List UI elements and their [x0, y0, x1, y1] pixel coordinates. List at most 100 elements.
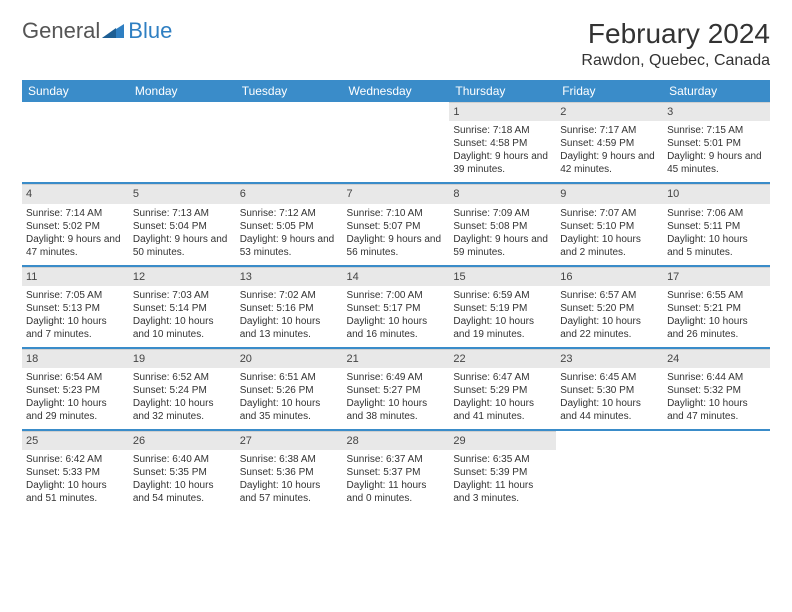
day-content: Sunrise: 7:15 AMSunset: 5:01 PMDaylight:… [663, 121, 770, 182]
weekday-header: Saturday [663, 80, 770, 102]
calendar-day-cell [343, 102, 450, 183]
daylight-text: Daylight: 9 hours and 39 minutes. [453, 150, 552, 176]
calendar-week-row: 18Sunrise: 6:54 AMSunset: 5:23 PMDayligh… [22, 348, 770, 430]
day-content: Sunrise: 6:38 AMSunset: 5:36 PMDaylight:… [236, 450, 343, 511]
calendar-day-cell [236, 102, 343, 183]
sunset-text: Sunset: 5:07 PM [347, 220, 446, 233]
sunrise-text: Sunrise: 6:37 AM [347, 453, 446, 466]
sunset-text: Sunset: 5:26 PM [240, 384, 339, 397]
sunrise-text: Sunrise: 6:45 AM [560, 371, 659, 384]
sunset-text: Sunset: 4:59 PM [560, 137, 659, 150]
calendar-day-cell: 13Sunrise: 7:02 AMSunset: 5:16 PMDayligh… [236, 266, 343, 348]
calendar-day-cell: 29Sunrise: 6:35 AMSunset: 5:39 PMDayligh… [449, 430, 556, 511]
sunrise-text: Sunrise: 7:14 AM [26, 207, 125, 220]
day-number: 15 [449, 267, 556, 286]
logo-triangle-icon [102, 22, 126, 40]
calendar-week-row: 1Sunrise: 7:18 AMSunset: 4:58 PMDaylight… [22, 102, 770, 183]
day-number: 10 [663, 184, 770, 203]
sunrise-text: Sunrise: 6:55 AM [667, 289, 766, 302]
sunrise-text: Sunrise: 6:57 AM [560, 289, 659, 302]
day-number: 26 [129, 431, 236, 450]
calendar-day-cell: 19Sunrise: 6:52 AMSunset: 5:24 PMDayligh… [129, 348, 236, 430]
daylight-text: Daylight: 10 hours and 44 minutes. [560, 397, 659, 423]
calendar-body: 1Sunrise: 7:18 AMSunset: 4:58 PMDaylight… [22, 102, 770, 511]
day-number: 21 [343, 349, 450, 368]
day-number: 5 [129, 184, 236, 203]
weekday-header: Wednesday [343, 80, 450, 102]
daylight-text: Daylight: 10 hours and 19 minutes. [453, 315, 552, 341]
daylight-text: Daylight: 10 hours and 10 minutes. [133, 315, 232, 341]
day-content: Sunrise: 6:55 AMSunset: 5:21 PMDaylight:… [663, 286, 770, 347]
sunset-text: Sunset: 5:17 PM [347, 302, 446, 315]
sunset-text: Sunset: 5:04 PM [133, 220, 232, 233]
calendar-day-cell: 22Sunrise: 6:47 AMSunset: 5:29 PMDayligh… [449, 348, 556, 430]
calendar-table: Sunday Monday Tuesday Wednesday Thursday… [22, 80, 770, 511]
day-content: Sunrise: 6:54 AMSunset: 5:23 PMDaylight:… [22, 368, 129, 429]
sunrise-text: Sunrise: 7:07 AM [560, 207, 659, 220]
sunrise-text: Sunrise: 6:42 AM [26, 453, 125, 466]
day-number: 11 [22, 267, 129, 286]
day-content: Sunrise: 6:35 AMSunset: 5:39 PMDaylight:… [449, 450, 556, 511]
weekday-header: Sunday [22, 80, 129, 102]
daylight-text: Daylight: 9 hours and 45 minutes. [667, 150, 766, 176]
day-content: Sunrise: 6:59 AMSunset: 5:19 PMDaylight:… [449, 286, 556, 347]
calendar-day-cell: 1Sunrise: 7:18 AMSunset: 4:58 PMDaylight… [449, 102, 556, 183]
sunset-text: Sunset: 5:13 PM [26, 302, 125, 315]
day-number: 20 [236, 349, 343, 368]
calendar-day-cell: 8Sunrise: 7:09 AMSunset: 5:08 PMDaylight… [449, 183, 556, 265]
daylight-text: Daylight: 9 hours and 59 minutes. [453, 233, 552, 259]
calendar-day-cell: 4Sunrise: 7:14 AMSunset: 5:02 PMDaylight… [22, 183, 129, 265]
day-number: 19 [129, 349, 236, 368]
day-number: 14 [343, 267, 450, 286]
daylight-text: Daylight: 11 hours and 3 minutes. [453, 479, 552, 505]
weekday-header: Thursday [449, 80, 556, 102]
day-number: 8 [449, 184, 556, 203]
weekday-header: Monday [129, 80, 236, 102]
sunset-text: Sunset: 5:01 PM [667, 137, 766, 150]
calendar-day-cell: 12Sunrise: 7:03 AMSunset: 5:14 PMDayligh… [129, 266, 236, 348]
day-content: Sunrise: 6:52 AMSunset: 5:24 PMDaylight:… [129, 368, 236, 429]
day-content: Sunrise: 6:57 AMSunset: 5:20 PMDaylight:… [556, 286, 663, 347]
sunset-text: Sunset: 5:39 PM [453, 466, 552, 479]
day-content: Sunrise: 7:10 AMSunset: 5:07 PMDaylight:… [343, 204, 450, 265]
sunrise-text: Sunrise: 6:49 AM [347, 371, 446, 384]
day-content: Sunrise: 6:45 AMSunset: 5:30 PMDaylight:… [556, 368, 663, 429]
sunset-text: Sunset: 5:37 PM [347, 466, 446, 479]
day-number: 27 [236, 431, 343, 450]
day-number: 24 [663, 349, 770, 368]
daylight-text: Daylight: 10 hours and 16 minutes. [347, 315, 446, 341]
sunset-text: Sunset: 5:32 PM [667, 384, 766, 397]
logo: General Blue [22, 18, 172, 44]
weekday-header: Tuesday [236, 80, 343, 102]
day-content: Sunrise: 7:07 AMSunset: 5:10 PMDaylight:… [556, 204, 663, 265]
calendar-day-cell: 11Sunrise: 7:05 AMSunset: 5:13 PMDayligh… [22, 266, 129, 348]
month-title: February 2024 [581, 18, 770, 50]
sunrise-text: Sunrise: 7:18 AM [453, 124, 552, 137]
calendar-day-cell: 24Sunrise: 6:44 AMSunset: 5:32 PMDayligh… [663, 348, 770, 430]
day-number: 1 [449, 102, 556, 121]
sunset-text: Sunset: 5:23 PM [26, 384, 125, 397]
sunset-text: Sunset: 5:16 PM [240, 302, 339, 315]
sunrise-text: Sunrise: 7:03 AM [133, 289, 232, 302]
calendar-day-cell: 16Sunrise: 6:57 AMSunset: 5:20 PMDayligh… [556, 266, 663, 348]
day-number: 2 [556, 102, 663, 121]
calendar-day-cell: 26Sunrise: 6:40 AMSunset: 5:35 PMDayligh… [129, 430, 236, 511]
daylight-text: Daylight: 10 hours and 47 minutes. [667, 397, 766, 423]
day-content: Sunrise: 7:13 AMSunset: 5:04 PMDaylight:… [129, 204, 236, 265]
day-content: Sunrise: 7:14 AMSunset: 5:02 PMDaylight:… [22, 204, 129, 265]
sunset-text: Sunset: 5:08 PM [453, 220, 552, 233]
daylight-text: Daylight: 10 hours and 38 minutes. [347, 397, 446, 423]
calendar-day-cell [129, 102, 236, 183]
sunset-text: Sunset: 5:33 PM [26, 466, 125, 479]
day-content: Sunrise: 6:37 AMSunset: 5:37 PMDaylight:… [343, 450, 450, 511]
daylight-text: Daylight: 10 hours and 2 minutes. [560, 233, 659, 259]
day-number: 12 [129, 267, 236, 286]
daylight-text: Daylight: 10 hours and 54 minutes. [133, 479, 232, 505]
calendar-day-cell [556, 430, 663, 511]
header: General Blue February 2024 Rawdon, Quebe… [22, 18, 770, 70]
day-number: 17 [663, 267, 770, 286]
logo-text-blue: Blue [128, 18, 172, 44]
daylight-text: Daylight: 10 hours and 29 minutes. [26, 397, 125, 423]
sunset-text: Sunset: 5:21 PM [667, 302, 766, 315]
daylight-text: Daylight: 11 hours and 0 minutes. [347, 479, 446, 505]
